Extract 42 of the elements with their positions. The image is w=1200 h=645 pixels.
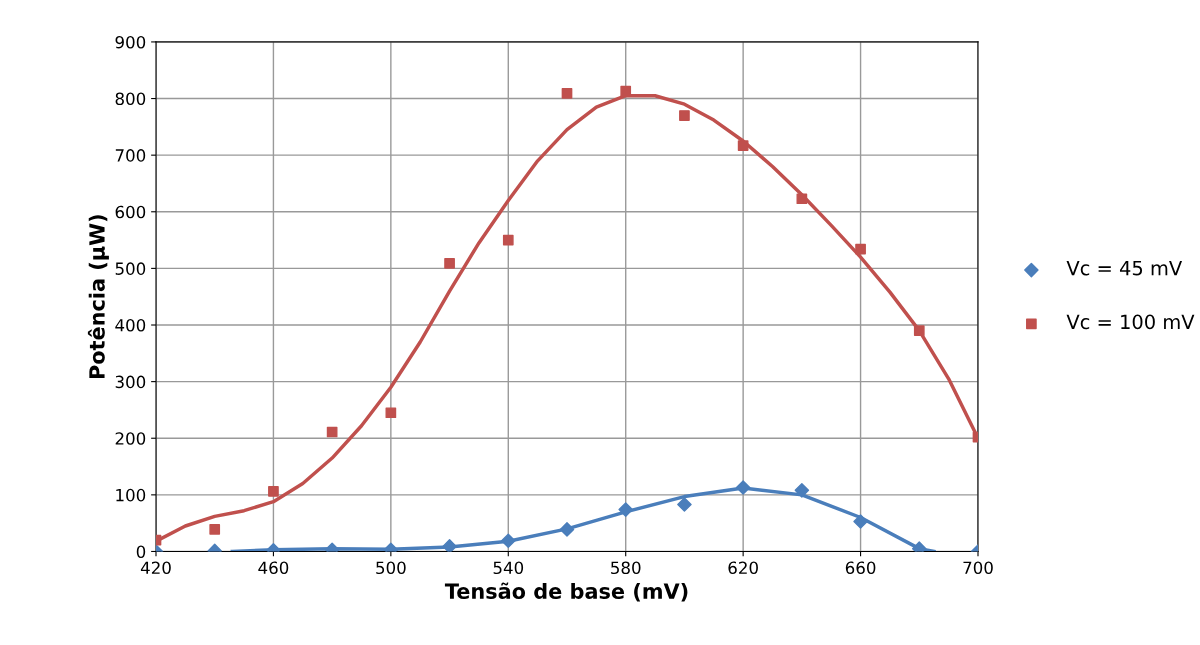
x-tick-label: 500	[376, 561, 406, 575]
y-tick-label: 0	[136, 545, 146, 559]
y-tick-label: 900	[115, 35, 146, 49]
point	[618, 502, 633, 517]
y-tick-label: 800	[115, 92, 146, 106]
y-tick-label: 200	[115, 432, 146, 445]
x-tick-label: 580	[611, 561, 641, 575]
point	[559, 522, 575, 537]
y-tick-label: 600	[115, 205, 146, 219]
x-tick-label: 540	[493, 561, 524, 575]
legend-label: Vc = 45 mV	[1066, 260, 1183, 276]
point	[853, 514, 868, 529]
point	[679, 110, 690, 121]
x-tick-label: 660	[845, 561, 876, 575]
legend-label: Vc = 100 mV	[1066, 314, 1195, 330]
point	[444, 257, 455, 269]
point	[501, 533, 516, 549]
y-tick-label: 700	[115, 149, 146, 162]
y-tick-label: 100	[116, 488, 146, 502]
x-axis-title: Tensão de base (mV)	[444, 582, 688, 602]
point	[209, 524, 221, 535]
x-tick-label: 700	[963, 561, 993, 575]
point	[677, 497, 692, 512]
point	[268, 486, 279, 497]
x-tick-label: 620	[728, 561, 758, 575]
point	[502, 234, 514, 246]
y-tick-label: 500	[115, 262, 146, 275]
point	[913, 325, 925, 337]
point	[796, 193, 808, 205]
y-axis-title: Potência (µW)	[87, 215, 109, 379]
point	[561, 88, 573, 99]
point	[855, 243, 866, 255]
point	[737, 140, 749, 151]
point	[385, 407, 397, 419]
x-tick-label: 420	[140, 561, 171, 575]
x-tick-label: 460	[258, 561, 289, 575]
point	[620, 85, 632, 97]
y-tick-label: 300	[115, 375, 146, 389]
point	[442, 539, 457, 552]
y-tick-label: 400	[115, 318, 146, 332]
point	[735, 480, 751, 495]
point	[794, 483, 810, 498]
